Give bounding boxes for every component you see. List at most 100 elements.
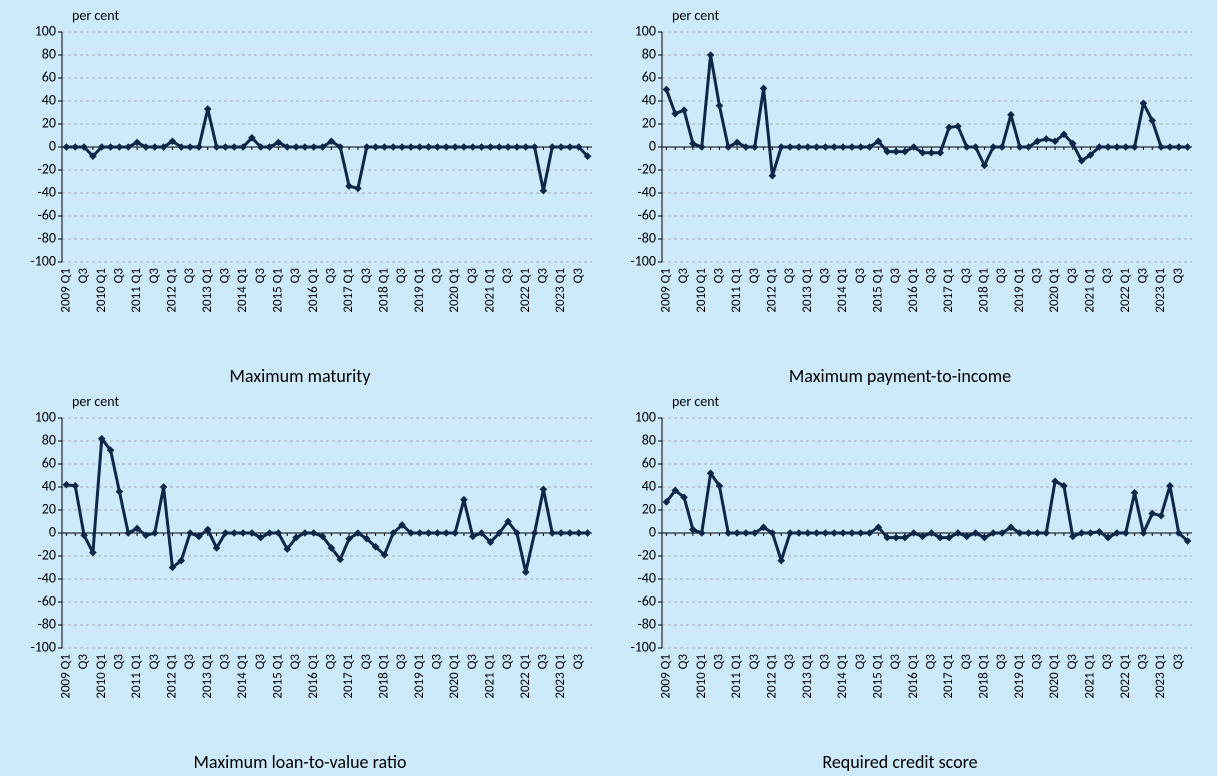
x-tick-label: Q3 bbox=[1171, 654, 1186, 670]
data-point bbox=[195, 143, 203, 151]
data-point bbox=[750, 143, 759, 151]
data-point bbox=[362, 534, 371, 543]
x-tick-label: 2016 Q1 bbox=[306, 654, 321, 699]
data-point bbox=[495, 529, 504, 537]
data-point bbox=[1042, 135, 1051, 143]
x-tick-label: 2021 Q1 bbox=[1083, 654, 1098, 699]
data-point bbox=[1033, 529, 1042, 537]
x-tick-label: Q3 bbox=[747, 268, 762, 284]
data-point bbox=[839, 529, 847, 537]
x-tick-label: Q3 bbox=[359, 654, 374, 670]
data-point bbox=[998, 143, 1006, 151]
data-point bbox=[865, 143, 874, 151]
data-point bbox=[1148, 116, 1157, 125]
data-point bbox=[574, 529, 583, 537]
x-tick-label: Q3 bbox=[76, 654, 91, 670]
data-point bbox=[203, 105, 212, 113]
x-tick-label: 2020 Q1 bbox=[447, 268, 462, 313]
x-tick-label: 2015 Q1 bbox=[271, 654, 286, 699]
data-point bbox=[759, 523, 768, 532]
data-point bbox=[362, 143, 371, 151]
x-tick-label: Q3 bbox=[324, 268, 339, 284]
y-tick-label: 0 bbox=[49, 523, 56, 540]
data-point bbox=[415, 529, 424, 537]
x-tick-label: Q3 bbox=[676, 654, 691, 670]
data-point bbox=[106, 446, 115, 454]
x-tick-label: Q3 bbox=[536, 268, 551, 284]
y-tick-label: -80 bbox=[38, 615, 56, 632]
x-tick-label: 2020 Q1 bbox=[1047, 654, 1062, 699]
data-point bbox=[874, 523, 883, 532]
data-point bbox=[371, 543, 380, 551]
data-point bbox=[557, 143, 565, 151]
data-point bbox=[830, 529, 839, 537]
x-tick-label: Q3 bbox=[959, 654, 974, 670]
data-point bbox=[918, 148, 927, 157]
data-point bbox=[583, 152, 592, 160]
x-tick-label: 2023 Q1 bbox=[1153, 268, 1168, 313]
data-point bbox=[274, 529, 283, 537]
y-tick-label: 40 bbox=[642, 91, 656, 108]
data-point bbox=[248, 529, 256, 537]
x-tick-label: Q3 bbox=[1030, 268, 1045, 284]
data-point bbox=[1121, 529, 1130, 537]
data-point bbox=[177, 556, 186, 565]
data-point bbox=[336, 555, 345, 564]
x-tick-label: Q3 bbox=[253, 268, 268, 284]
y-tick-label: -100 bbox=[30, 638, 56, 655]
x-tick-label: Q3 bbox=[536, 654, 551, 670]
x-tick-label: 2009 Q1 bbox=[659, 268, 674, 313]
y-tick-label: 80 bbox=[642, 431, 656, 448]
data-point bbox=[1060, 482, 1068, 490]
data-point bbox=[265, 143, 274, 151]
x-tick-label: Q3 bbox=[676, 268, 691, 284]
data-point bbox=[918, 532, 927, 541]
data-point bbox=[583, 529, 592, 537]
data-point bbox=[777, 143, 786, 151]
y-tick-label: -40 bbox=[38, 183, 56, 200]
data-point bbox=[159, 143, 168, 151]
data-point bbox=[1051, 137, 1059, 146]
x-tick-label: Q3 bbox=[324, 654, 339, 670]
data-point bbox=[971, 143, 980, 151]
data-point bbox=[1024, 143, 1033, 151]
data-point bbox=[1015, 143, 1024, 151]
data-point bbox=[1051, 477, 1059, 486]
data-point bbox=[168, 137, 177, 146]
data-point bbox=[460, 495, 468, 504]
data-point bbox=[504, 143, 512, 151]
data-point bbox=[724, 143, 733, 151]
data-point bbox=[1015, 529, 1024, 537]
x-tick-label: Q3 bbox=[571, 654, 586, 670]
y-tick-label: -80 bbox=[638, 615, 656, 632]
data-point bbox=[89, 548, 97, 557]
data-point bbox=[380, 551, 389, 559]
y-tick-label: 0 bbox=[649, 137, 656, 154]
data-point bbox=[1095, 528, 1104, 536]
data-point bbox=[989, 529, 998, 537]
y-tick-label: 60 bbox=[642, 68, 656, 85]
data-point bbox=[909, 529, 918, 537]
data-point bbox=[142, 531, 150, 540]
x-tick-label: 2016 Q1 bbox=[906, 268, 921, 313]
x-tick-label: 2023 Q1 bbox=[1153, 654, 1168, 699]
y-tick-label: 80 bbox=[42, 45, 56, 62]
data-point bbox=[142, 143, 150, 151]
y-tick-label: 40 bbox=[42, 477, 56, 494]
data-point bbox=[345, 534, 353, 543]
data-point bbox=[803, 143, 812, 151]
data-point bbox=[557, 529, 565, 537]
data-point bbox=[398, 521, 406, 529]
y-tick-label: 40 bbox=[642, 477, 656, 494]
data-point bbox=[706, 51, 715, 59]
x-tick-label: 2020 Q1 bbox=[1047, 268, 1062, 313]
x-tick-label: Q3 bbox=[218, 654, 233, 670]
data-point bbox=[195, 532, 203, 541]
data-point bbox=[168, 563, 177, 572]
y-tick-label: 100 bbox=[635, 408, 656, 425]
y-tick-label: -80 bbox=[638, 229, 656, 246]
data-point bbox=[150, 529, 159, 537]
data-point bbox=[1068, 532, 1077, 541]
x-tick-label: Q3 bbox=[112, 654, 127, 670]
data-point bbox=[662, 498, 671, 506]
